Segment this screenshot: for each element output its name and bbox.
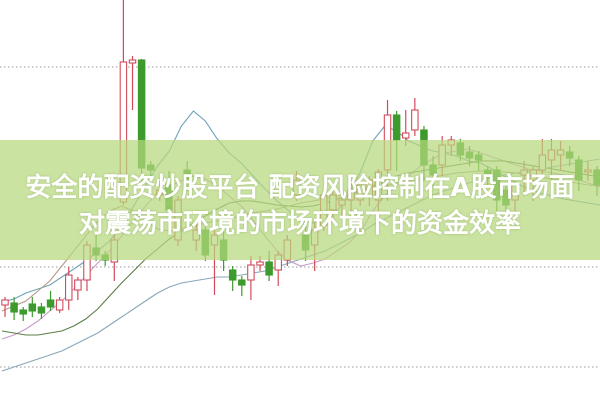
candle-up bbox=[55, 299, 64, 311]
candle-down bbox=[10, 302, 18, 313]
candle-up bbox=[256, 261, 264, 266]
candle-up bbox=[1, 299, 9, 306]
candle-down bbox=[46, 299, 55, 308]
candle-down bbox=[265, 261, 273, 276]
candle-up bbox=[247, 264, 255, 281]
candle-down bbox=[238, 279, 246, 286]
candle-up bbox=[65, 274, 73, 301]
title-banner bbox=[0, 140, 600, 260]
candle-down bbox=[37, 306, 46, 314]
title-line-2: 对震荡市环境的市场环境下的资金效率 bbox=[78, 209, 521, 239]
candle-up bbox=[401, 132, 410, 139]
candle-down bbox=[19, 309, 27, 315]
title-line-1: 安全的配资炒股平台 配资风险控制在A股市场面 bbox=[25, 173, 575, 203]
candle-up bbox=[411, 109, 419, 131]
candle-up bbox=[74, 279, 82, 291]
candle-down bbox=[392, 114, 401, 141]
candle-down bbox=[228, 269, 237, 281]
candle-up bbox=[128, 59, 137, 64]
candle-down bbox=[28, 303, 37, 312]
